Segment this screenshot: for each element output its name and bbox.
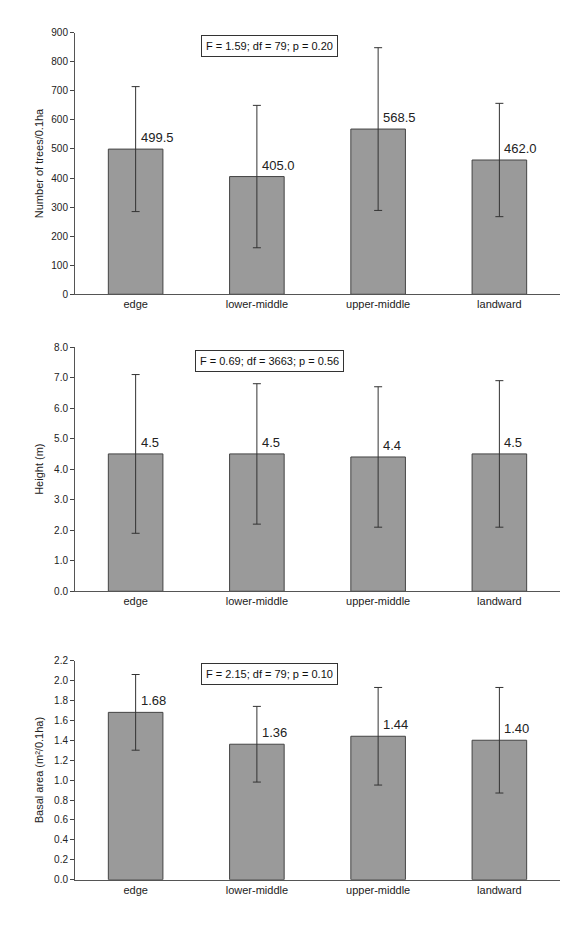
- svg-text:500: 500: [51, 143, 68, 154]
- svg-text:Number of trees/0.1ha: Number of trees/0.1ha: [33, 108, 45, 218]
- svg-text:Basal area (m²/0.1ha): Basal area (m²/0.1ha): [33, 717, 45, 823]
- svg-text:462.0: 462.0: [504, 141, 537, 156]
- svg-text:6.0: 6.0: [54, 403, 68, 414]
- svg-text:800: 800: [51, 56, 68, 67]
- svg-text:2.0: 2.0: [54, 675, 68, 686]
- svg-text:landward: landward: [477, 884, 522, 896]
- svg-text:4.5: 4.5: [262, 435, 280, 450]
- svg-text:1.6: 1.6: [54, 715, 68, 726]
- svg-text:F = 2.15; df = 79; p = 0.10: F = 2.15; df = 79; p = 0.10: [206, 668, 333, 680]
- svg-text:lower-middle: lower-middle: [226, 884, 288, 896]
- svg-text:upper-middle: upper-middle: [346, 298, 410, 310]
- svg-text:F = 0.69; df = 3663; p = 0.56: F = 0.69; df = 3663; p = 0.56: [200, 355, 339, 367]
- svg-text:edge: edge: [123, 595, 147, 607]
- svg-text:F = 1.59; df = 79; p = 0.20: F = 1.59; df = 79; p = 0.20: [206, 40, 333, 52]
- svg-text:4.5: 4.5: [504, 435, 522, 450]
- svg-text:0.8: 0.8: [54, 795, 68, 806]
- svg-text:2.2: 2.2: [54, 655, 68, 666]
- svg-text:4.5: 4.5: [141, 435, 159, 450]
- svg-text:1.0: 1.0: [54, 555, 68, 566]
- svg-text:landward: landward: [477, 298, 522, 310]
- svg-text:1.36: 1.36: [262, 725, 287, 740]
- svg-text:300: 300: [51, 202, 68, 213]
- svg-text:edge: edge: [123, 298, 147, 310]
- svg-text:1.2: 1.2: [54, 755, 68, 766]
- svg-text:405.0: 405.0: [262, 158, 295, 173]
- svg-text:3.0: 3.0: [54, 494, 68, 505]
- svg-text:700: 700: [51, 85, 68, 96]
- svg-text:1.4: 1.4: [54, 735, 68, 746]
- svg-text:1.40: 1.40: [504, 721, 529, 736]
- svg-text:0.6: 0.6: [54, 814, 68, 825]
- svg-text:8.0: 8.0: [54, 342, 68, 353]
- svg-text:900: 900: [51, 27, 68, 38]
- svg-text:1.68: 1.68: [141, 693, 166, 708]
- svg-text:4.0: 4.0: [54, 464, 68, 475]
- svg-text:0.0: 0.0: [54, 586, 68, 597]
- svg-text:Height (m): Height (m): [33, 444, 45, 495]
- svg-text:400: 400: [51, 173, 68, 184]
- svg-text:5.0: 5.0: [54, 433, 68, 444]
- svg-text:0.0: 0.0: [54, 874, 68, 885]
- svg-text:1.44: 1.44: [383, 717, 408, 732]
- svg-text:7.0: 7.0: [54, 372, 68, 383]
- svg-text:1.0: 1.0: [54, 775, 68, 786]
- svg-text:1.8: 1.8: [54, 695, 68, 706]
- svg-text:0: 0: [62, 289, 68, 300]
- svg-text:0.4: 0.4: [54, 834, 68, 845]
- svg-text:100: 100: [51, 260, 68, 271]
- svg-text:600: 600: [51, 114, 68, 125]
- svg-text:0.2: 0.2: [54, 854, 68, 865]
- svg-text:upper-middle: upper-middle: [346, 884, 410, 896]
- svg-text:lower-middle: lower-middle: [226, 595, 288, 607]
- svg-text:4.4: 4.4: [383, 438, 401, 453]
- svg-text:edge: edge: [123, 884, 147, 896]
- svg-text:landward: landward: [477, 595, 522, 607]
- svg-text:568.5: 568.5: [383, 110, 416, 125]
- svg-text:upper-middle: upper-middle: [346, 595, 410, 607]
- svg-text:2.0: 2.0: [54, 525, 68, 536]
- svg-text:lower-middle: lower-middle: [226, 298, 288, 310]
- svg-text:499.5: 499.5: [141, 130, 174, 145]
- svg-text:200: 200: [51, 231, 68, 242]
